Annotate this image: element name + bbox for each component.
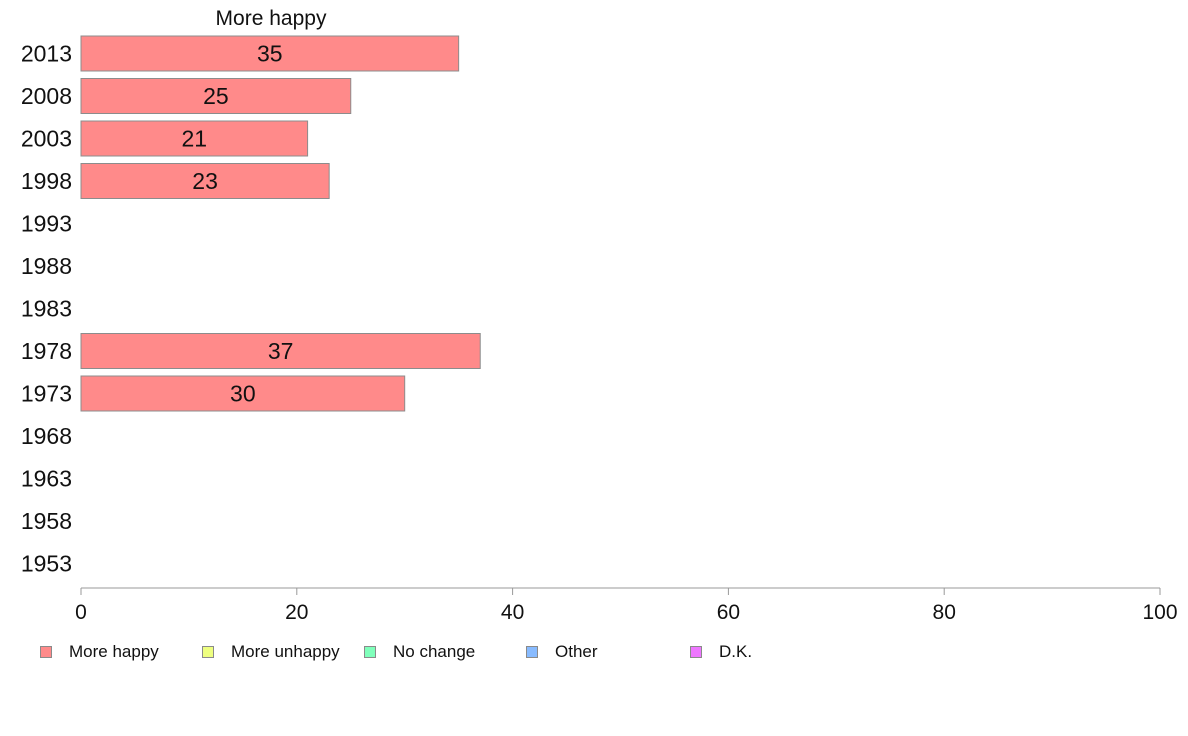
x-tick-label: 40 (501, 601, 524, 624)
legend-item: More unhappy (202, 642, 340, 662)
x-tick-label: 60 (717, 601, 740, 624)
legend-label: More unhappy (231, 642, 340, 661)
x-tick-label: 0 (75, 601, 87, 624)
legend-swatch (202, 646, 214, 658)
category-label: 1968 (21, 423, 72, 449)
category-label: 1998 (21, 168, 72, 194)
category-label: 1973 (21, 381, 72, 407)
legend-label: No change (393, 642, 476, 661)
legend-label: D.K. (719, 642, 753, 661)
category-label: 1958 (21, 508, 72, 534)
category-label: 1983 (21, 296, 72, 322)
data-label: 30 (230, 381, 256, 407)
chart-title: More happy (216, 7, 327, 30)
category-label: 2008 (21, 83, 72, 109)
legend-label: Other (555, 642, 598, 661)
legend-item: No change (364, 642, 475, 662)
legend-swatch (526, 646, 538, 658)
category-label: 2013 (21, 41, 72, 67)
x-tick-label: 20 (285, 601, 308, 624)
category-label: 1993 (21, 211, 72, 237)
bar (80, 120, 309, 157)
data-label: 25 (203, 83, 229, 109)
data-label: 23 (192, 168, 218, 194)
data-label: 21 (181, 126, 207, 152)
x-tick-label: 80 (933, 601, 956, 624)
bar (80, 78, 352, 114)
category-label: 1988 (21, 253, 72, 279)
legend-label: More happy (69, 642, 159, 661)
bar (80, 35, 460, 72)
legend-swatch (364, 646, 376, 658)
category-label: 2003 (21, 126, 72, 152)
bar (80, 375, 406, 412)
data-label: 35 (257, 41, 283, 67)
data-label: 37 (268, 338, 294, 364)
category-label: 1953 (21, 551, 72, 577)
legend-item: D.K. (690, 642, 752, 662)
legend-swatch (690, 646, 702, 658)
bar (80, 333, 481, 369)
x-tick-label: 100 (1142, 601, 1177, 624)
category-label: 1963 (21, 466, 72, 492)
legend-swatch (40, 646, 52, 658)
category-label: 1978 (21, 338, 72, 364)
legend-item: More happy (40, 642, 159, 662)
legend-item: Other (526, 642, 598, 662)
bar (80, 163, 330, 199)
